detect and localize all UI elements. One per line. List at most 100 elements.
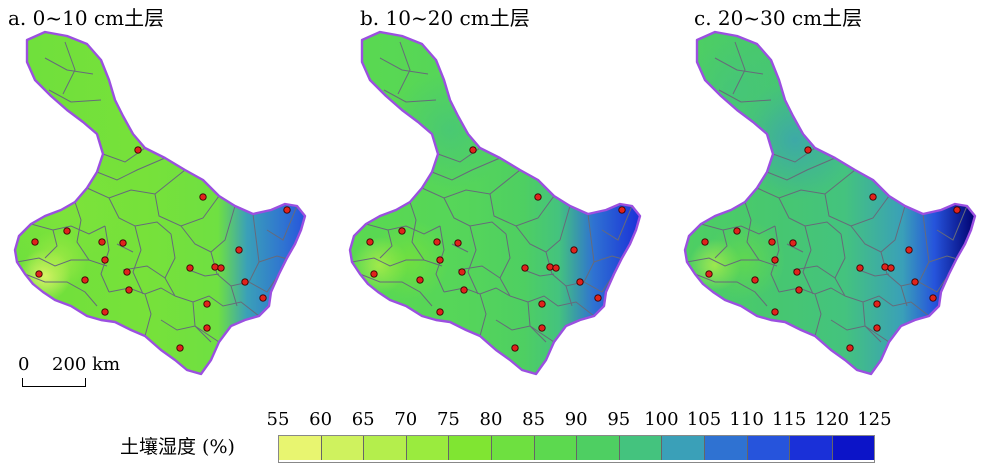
province-boundary	[13, 30, 307, 376]
station-marker	[570, 246, 578, 254]
legend-swatch	[619, 436, 663, 460]
station-marker	[370, 270, 378, 278]
station-marker	[433, 238, 441, 246]
station-marker	[35, 270, 43, 278]
legend-ticks: 55 60 65 70 75 80 85 90 95 100 105 110 115 120 125	[258, 409, 898, 433]
county-boundary	[188, 269, 220, 277]
county-boundary	[160, 319, 220, 343]
county-boundary	[766, 157, 836, 181]
station-marker	[460, 286, 468, 294]
station-marker	[119, 239, 127, 247]
station-marker	[211, 263, 219, 271]
map-panel-c	[683, 30, 977, 376]
station-marker	[538, 324, 546, 332]
county-boundary	[467, 225, 479, 295]
station-marker	[521, 264, 529, 272]
legend-swatch	[790, 436, 833, 460]
county-boundary	[756, 169, 856, 199]
county-boundary	[379, 57, 429, 75]
station-marker	[953, 206, 961, 214]
legend-colorbar	[278, 435, 876, 463]
legend-tick-label: 65	[351, 409, 375, 430]
station-marker	[283, 206, 291, 214]
station-marker	[416, 276, 424, 284]
station-marker	[454, 239, 462, 247]
station-marker	[733, 227, 741, 235]
station-marker	[125, 286, 133, 294]
station-marker	[186, 264, 194, 272]
county-boundary	[694, 273, 768, 307]
legend-swatch	[449, 436, 492, 460]
county-boundary	[230, 285, 238, 307]
station-marker	[398, 227, 406, 235]
station-marker	[618, 206, 626, 214]
station-marker	[869, 193, 877, 201]
legend-tick-label: 80	[479, 409, 503, 430]
county-boundary	[457, 265, 501, 279]
station-marker	[795, 286, 803, 294]
moisture-surface	[15, 32, 305, 374]
legend-tick-label: 75	[436, 409, 460, 430]
station-marker	[887, 264, 895, 272]
county-boundary	[48, 89, 102, 103]
county-boundary	[802, 225, 814, 295]
county-boundary	[248, 273, 280, 293]
county-boundary	[174, 295, 260, 317]
station-marker	[534, 193, 542, 201]
province-boundary	[683, 30, 977, 376]
county-boundary	[44, 57, 94, 75]
legend-swatch	[279, 436, 322, 460]
legend-tick-label: 110	[729, 409, 764, 430]
county-boundary	[451, 243, 469, 253]
county-boundary	[359, 273, 433, 307]
station-marker	[235, 246, 243, 254]
station-marker	[771, 256, 779, 264]
county-boundary	[918, 273, 950, 293]
county-boundary	[96, 157, 166, 181]
station-marker	[546, 263, 554, 271]
county-boundary	[744, 201, 760, 261]
station-marker	[804, 146, 812, 154]
county-boundary	[397, 41, 411, 95]
legend-tick-label: 100	[644, 409, 679, 430]
station-marker	[366, 238, 374, 246]
scale-bar-distance: 200 km	[52, 354, 121, 375]
county-boundary	[132, 225, 144, 295]
legend-swatch	[704, 436, 748, 460]
legend-tick-label: 70	[394, 409, 418, 430]
station-marker	[436, 308, 444, 316]
county-boundary	[122, 265, 166, 279]
legend-tick-label: 60	[309, 409, 333, 430]
station-marker	[63, 227, 71, 235]
county-boundary	[16, 257, 108, 267]
station-marker	[929, 294, 937, 302]
county-boundary	[30, 223, 106, 235]
county-boundary	[700, 223, 776, 235]
legend-swatch	[321, 436, 365, 460]
panel-c-title: c. 20~30 cm土层	[694, 6, 863, 30]
station-marker	[217, 264, 225, 272]
moisture-surface	[350, 32, 640, 374]
county-boundary	[24, 273, 98, 307]
county-boundary	[601, 205, 633, 241]
county-boundary	[86, 169, 186, 199]
legend-title: 土壤湿度 (%)	[120, 436, 235, 458]
legend-swatch	[747, 436, 791, 460]
county-boundary	[431, 157, 501, 181]
county-boundary	[44, 229, 58, 259]
map-panel-b	[348, 30, 642, 376]
legend-tick-label: 125	[857, 409, 892, 430]
station-marker	[538, 300, 546, 308]
county-boundary	[523, 269, 555, 277]
scale-bar-tick	[22, 378, 23, 387]
station-marker	[176, 344, 184, 352]
province-boundary	[348, 30, 642, 376]
county-boundary	[116, 243, 134, 253]
county-boundary	[383, 89, 437, 103]
station-marker	[203, 300, 211, 308]
station-marker	[789, 239, 797, 247]
station-marker	[259, 294, 267, 302]
station-marker	[552, 264, 560, 272]
station-marker	[768, 238, 776, 246]
station-marker	[576, 278, 584, 286]
